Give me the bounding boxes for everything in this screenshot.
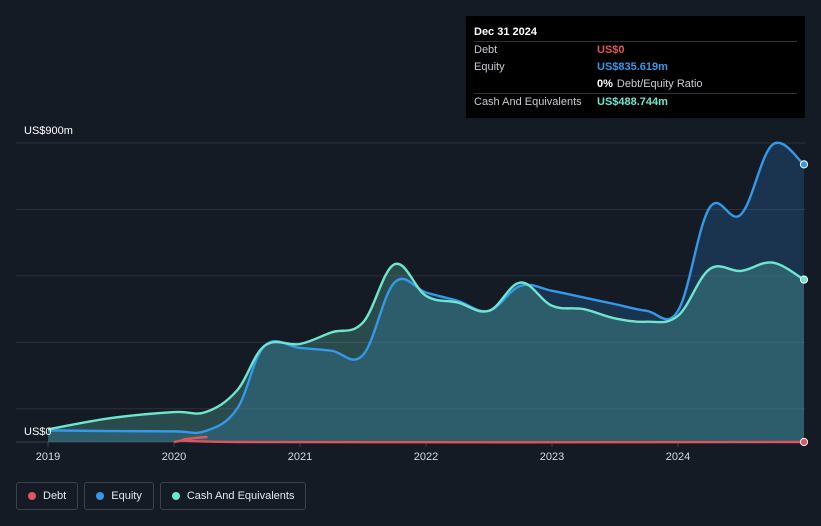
tooltip-row-cash: Cash And Equivalents US$488.744m	[474, 93, 797, 111]
x-tick-label: 2024	[666, 451, 690, 463]
series-lines	[47, 141, 805, 444]
cash-and-equivalents-area	[48, 262, 804, 442]
tooltip-ratio-label: Debt/Equity Ratio	[616, 78, 703, 90]
x-tick-label: 2023	[540, 451, 564, 463]
y-tick-label: US$900m	[24, 125, 73, 137]
legend-item-equity[interactable]: Equity	[84, 482, 154, 510]
equity-line	[47, 141, 805, 435]
debt-endpoint	[799, 437, 809, 447]
tooltip-row-equity: Equity US$835.619m	[474, 59, 797, 76]
legend-equity-label: Equity	[111, 490, 142, 502]
tooltip-row-ratio: 0% Debt/Equity Ratio	[474, 76, 797, 93]
chart-legend: Debt Equity Cash And Equivalents	[16, 482, 307, 510]
tooltip-equity-value: US$835.619m	[597, 61, 668, 73]
y-tick-labels: US$900m US$0	[24, 125, 73, 438]
tooltip-panel: Dec 31 2024 Debt US$0 Equity US$835.619m…	[466, 16, 805, 118]
x-tick-label: 2020	[162, 451, 186, 463]
tooltip-debt-label: Debt	[474, 44, 498, 56]
series-areas	[48, 142, 804, 443]
legend-cash-label: Cash And Equivalents	[186, 490, 295, 502]
tooltip-debt-value: US$0	[597, 44, 625, 56]
equity-endpoint	[799, 160, 809, 169]
equity-area	[48, 142, 804, 443]
tooltip-ratio-spacer	[474, 76, 597, 93]
tooltip-date: Dec 31 2024	[474, 26, 537, 38]
legend-debt-label: Debt	[43, 490, 67, 502]
tooltip-equity-label: Equity	[474, 61, 505, 73]
x-tick-label: 2019	[36, 451, 60, 463]
series-endpoints	[799, 160, 809, 447]
tooltip-cash-value: US$488.744m	[597, 96, 668, 108]
cash-and-equivalents-endpoint	[799, 275, 809, 284]
legend-item-cash[interactable]: Cash And Equivalents	[159, 482, 307, 510]
debt-line	[173, 435, 805, 444]
tooltip-cash-label: Cash And Equivalents	[474, 96, 582, 108]
legend-cash-dot-icon	[171, 492, 180, 500]
tooltip-row-debt: Debt US$0	[474, 41, 797, 59]
legend-debt-dot-icon	[28, 492, 36, 500]
legend-equity-dot-icon	[96, 492, 105, 500]
y-tick-label: US$0	[24, 426, 52, 438]
legend-item-debt[interactable]: Debt	[16, 482, 79, 510]
x-tick-labels: 2019 2020 2021 2022 2023 2024	[36, 451, 690, 463]
cash-and-equivalents-line	[47, 261, 805, 431]
tooltip-ratio-value: 0%	[597, 78, 613, 90]
x-tick-label: 2021	[288, 451, 312, 463]
x-tick-label: 2022	[414, 451, 438, 463]
